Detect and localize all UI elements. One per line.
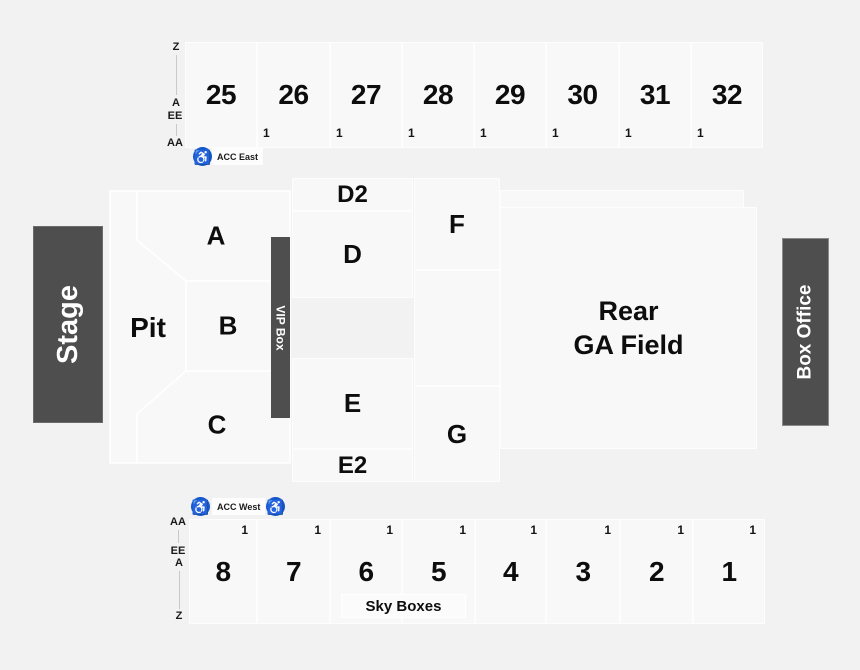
- section-32-row-marker: 1: [697, 126, 704, 140]
- section-d2[interactable]: D2: [292, 178, 413, 211]
- section-27-row-marker: 1: [336, 126, 343, 140]
- section-1[interactable]: 1 1: [693, 519, 765, 624]
- section-5-row-marker: 1: [459, 523, 466, 537]
- section-28-label: 28: [422, 79, 454, 110]
- section-g-label: G: [446, 418, 468, 449]
- section-25[interactable]: 25: [185, 42, 257, 148]
- section-6-label: 6: [358, 555, 374, 587]
- wheelchair-glyph: ♿: [193, 148, 212, 165]
- section-30[interactable]: 30 1: [546, 42, 619, 148]
- section-5-label: 5: [430, 555, 447, 587]
- section-26-label: 26: [278, 79, 309, 110]
- section-d2-label: D2: [337, 180, 368, 208]
- section-g[interactable]: G: [414, 386, 500, 482]
- section-7-row-marker: 1: [314, 523, 321, 537]
- section-30-row-marker: 1: [552, 126, 559, 140]
- section-4-row-marker: 1: [530, 523, 537, 537]
- section-8[interactable]: 8 1: [189, 519, 257, 624]
- section-b-label: B: [218, 310, 238, 341]
- section-2[interactable]: 2 1: [620, 519, 693, 624]
- section-3[interactable]: 3 1: [546, 519, 620, 624]
- top-row-tick-line: [176, 124, 177, 136]
- box-office-label: Box Office: [794, 284, 816, 380]
- accessible-icon[interactable]: ♿: [191, 497, 210, 516]
- section-31[interactable]: 31 1: [619, 42, 691, 148]
- section-d-label: D: [343, 239, 362, 269]
- section-a-label: A: [206, 220, 226, 251]
- accessible-icon[interactable]: ♿: [193, 147, 212, 166]
- top-row-letter-z: Z: [172, 41, 180, 53]
- accessible-icon[interactable]: ♿: [266, 497, 285, 516]
- section-7-label: 7: [285, 555, 302, 587]
- section-e-label: E: [343, 388, 362, 418]
- top-row-letter-ee: EE: [167, 110, 183, 122]
- section-2-label: 2: [648, 555, 665, 587]
- section-pit-label: Pit: [130, 312, 166, 343]
- section-e2-label: E2: [337, 451, 368, 479]
- bottom-row-letter-aa: AA: [170, 516, 186, 528]
- rear-ga-top-strip: [500, 190, 744, 208]
- section-3-label: 3: [575, 555, 591, 587]
- top-row-tick-line: [176, 55, 177, 95]
- top-row-letter-a: A: [172, 97, 180, 109]
- wheelchair-glyph: ♿: [191, 498, 210, 515]
- section-31-label: 31: [639, 79, 671, 110]
- section-d[interactable]: D: [292, 211, 413, 298]
- section-29-label: 29: [494, 79, 526, 110]
- section-27[interactable]: 27 1: [330, 42, 402, 148]
- section-29[interactable]: 29 1: [474, 42, 546, 148]
- section-6-row-marker: 1: [386, 523, 393, 537]
- section-1-row-marker: 1: [749, 523, 756, 537]
- acc-east-label: ACC East: [212, 148, 264, 165]
- section-29-row-marker: 1: [480, 126, 487, 140]
- stage: Stage: [33, 226, 103, 423]
- wheelchair-glyph: ♿: [266, 498, 285, 515]
- section-30-label: 30: [567, 79, 598, 110]
- top-row-letter-aa: AA: [167, 137, 183, 149]
- section-7[interactable]: 7 1: [257, 519, 330, 624]
- floor-block-svg: [109, 190, 291, 464]
- section-c-label: C: [207, 409, 227, 440]
- section-2-row-marker: 1: [677, 523, 684, 537]
- section-31-row-marker: 1: [625, 126, 632, 140]
- section-26[interactable]: 26 1: [257, 42, 330, 148]
- section-4[interactable]: 4 1: [475, 519, 546, 624]
- section-8-row-marker: 1: [241, 523, 248, 537]
- section-27-label: 27: [350, 79, 382, 110]
- section-25-label: 25: [205, 79, 237, 110]
- section-f[interactable]: F: [414, 178, 500, 270]
- vip-box-label: VIP Box: [273, 304, 288, 351]
- section-e2[interactable]: E2: [292, 449, 413, 482]
- section-rear-ga-field[interactable]: [500, 207, 757, 449]
- box-office: Box Office: [782, 238, 829, 426]
- acc-west-label: ACC West: [212, 498, 266, 515]
- section-4-label: 4: [502, 555, 519, 587]
- open-floor-strip: [414, 270, 500, 386]
- section-e[interactable]: E: [292, 358, 413, 449]
- section-32-label: 32: [711, 79, 743, 110]
- bottom-row-letter-z: Z: [175, 610, 183, 622]
- section-1-label: 1: [721, 555, 737, 587]
- section-f-label: F: [449, 208, 465, 239]
- section-3-row-marker: 1: [604, 523, 611, 537]
- section-8-label: 8: [215, 555, 231, 587]
- section-vip-box[interactable]: VIP Box: [271, 237, 290, 418]
- stage-label: Stage: [51, 285, 84, 364]
- section-28[interactable]: 28 1: [402, 42, 474, 148]
- section-26-row-marker: 1: [263, 126, 270, 140]
- bottom-row-letter-ee: EE: [170, 545, 186, 557]
- section-28-row-marker: 1: [408, 126, 415, 140]
- bottom-row-tick-line: [178, 530, 179, 543]
- sky-boxes-label: Sky Boxes: [341, 594, 466, 618]
- section-32[interactable]: 32 1: [691, 42, 763, 148]
- bottom-row-tick-line: [179, 571, 180, 609]
- bottom-row-letter-a: A: [175, 557, 183, 569]
